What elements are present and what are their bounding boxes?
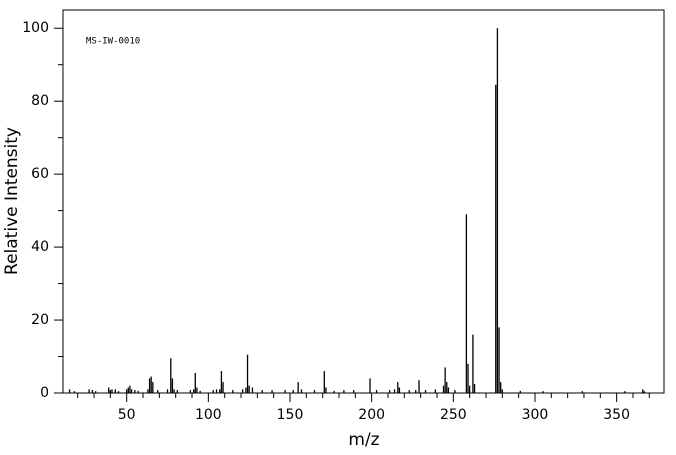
y-tick-label: 20	[31, 312, 49, 328]
y-tick-label: 100	[22, 20, 49, 36]
plot-frame	[62, 9, 665, 394]
x-tick-label: 250	[440, 407, 467, 423]
x-tick-label: 300	[522, 407, 549, 423]
y-axis-label: Relative Intensity	[2, 127, 22, 275]
x-axis-label: m/z	[348, 430, 379, 450]
x-tick-label: 50	[118, 407, 136, 423]
y-tick-label: 40	[31, 239, 49, 255]
annotation: MS-IW-0010	[86, 37, 140, 47]
x-tick-label: 100	[195, 407, 222, 423]
y-tick-label: 60	[31, 166, 49, 182]
x-tick-label: 350	[603, 407, 630, 423]
x-tick-label: 200	[358, 407, 385, 423]
x-tick-label: 150	[277, 407, 304, 423]
y-tick-label: 80	[31, 93, 49, 109]
y-tick-label: 0	[40, 385, 49, 401]
